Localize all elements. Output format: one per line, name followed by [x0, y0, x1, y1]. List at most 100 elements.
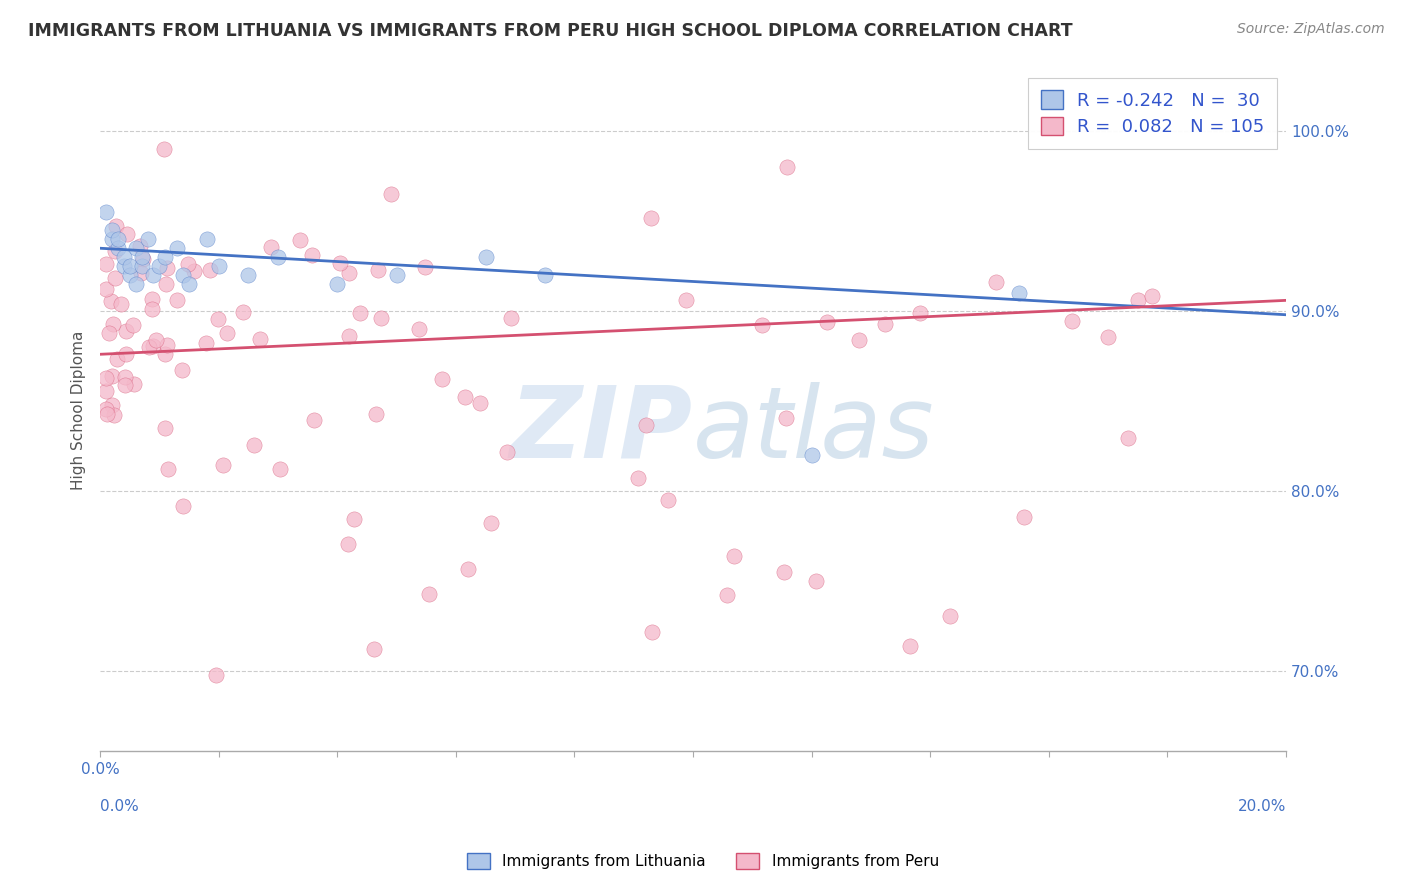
Point [142, 339, 165, 353]
Point [249, 331, 271, 345]
Point [366, 407, 388, 421]
Point [114, 378, 136, 392]
Point [380, 186, 402, 201]
Point [468, 396, 491, 410]
Point [157, 462, 180, 476]
Point [217, 326, 239, 341]
Point [634, 417, 657, 432]
Point [94, 402, 117, 417]
Point [641, 624, 664, 639]
Point [101, 398, 124, 412]
Point [848, 334, 870, 348]
Point [301, 247, 323, 261]
Point [408, 322, 430, 336]
Point [115, 324, 138, 338]
Point [385, 268, 408, 283]
Point [751, 318, 773, 332]
Point [267, 250, 290, 264]
Point [129, 239, 152, 253]
Point [363, 642, 385, 657]
Point [94, 282, 117, 296]
Point [243, 438, 266, 452]
Point [183, 264, 205, 278]
Point [100, 294, 122, 309]
Point [776, 161, 799, 175]
Point [1062, 314, 1084, 328]
Point [96, 407, 118, 421]
Point [875, 317, 897, 331]
Point [131, 250, 153, 264]
Point [122, 376, 145, 391]
Point [800, 448, 823, 462]
Point [1097, 330, 1119, 344]
Point [675, 293, 697, 308]
Point [156, 260, 179, 275]
Point [153, 347, 176, 361]
Point [94, 371, 117, 385]
Point [986, 275, 1008, 289]
Point [238, 268, 260, 283]
Point [172, 499, 194, 513]
Point [415, 260, 437, 274]
Point [98, 326, 121, 341]
Point [349, 306, 371, 320]
Point [430, 372, 453, 386]
Point [166, 241, 188, 255]
Point [138, 340, 160, 354]
Point [112, 250, 135, 264]
Point [103, 244, 125, 258]
Point [208, 259, 231, 273]
Point [107, 241, 129, 255]
Point [132, 252, 155, 266]
Point [153, 421, 176, 435]
Point [105, 352, 128, 367]
Point [260, 240, 283, 254]
Point [212, 458, 235, 472]
Point [101, 232, 124, 246]
Point [640, 211, 662, 225]
Point [131, 266, 153, 280]
Point [107, 232, 129, 246]
Point [1118, 431, 1140, 445]
Point [336, 537, 359, 551]
Point [131, 259, 153, 273]
Point [232, 304, 254, 318]
Point [501, 311, 523, 326]
Point [288, 233, 311, 247]
Point [198, 263, 221, 277]
Point [94, 384, 117, 399]
Point [148, 259, 170, 273]
Point [938, 609, 960, 624]
Point [104, 219, 127, 233]
Point [304, 413, 326, 427]
Point [775, 410, 797, 425]
Point [343, 512, 366, 526]
Point [207, 312, 229, 326]
Point [1142, 288, 1164, 302]
Text: 20.0%: 20.0% [1237, 799, 1286, 814]
Point [118, 268, 141, 283]
Point [474, 250, 496, 264]
Point [101, 368, 124, 383]
Point [172, 363, 194, 377]
Point [101, 223, 124, 237]
Point [94, 257, 117, 271]
Point [177, 277, 200, 292]
Point [141, 302, 163, 317]
Point [115, 347, 138, 361]
Point [112, 259, 135, 273]
Point [657, 493, 679, 508]
Point [454, 390, 477, 404]
Point [1126, 293, 1149, 308]
Point [496, 445, 519, 459]
Point [104, 270, 127, 285]
Point [479, 516, 502, 531]
Point [370, 310, 392, 325]
Point [125, 241, 148, 255]
Point [815, 315, 838, 329]
Point [136, 232, 159, 246]
Point [627, 470, 650, 484]
Point [339, 266, 361, 280]
Point [898, 640, 921, 654]
Point [1012, 509, 1035, 524]
